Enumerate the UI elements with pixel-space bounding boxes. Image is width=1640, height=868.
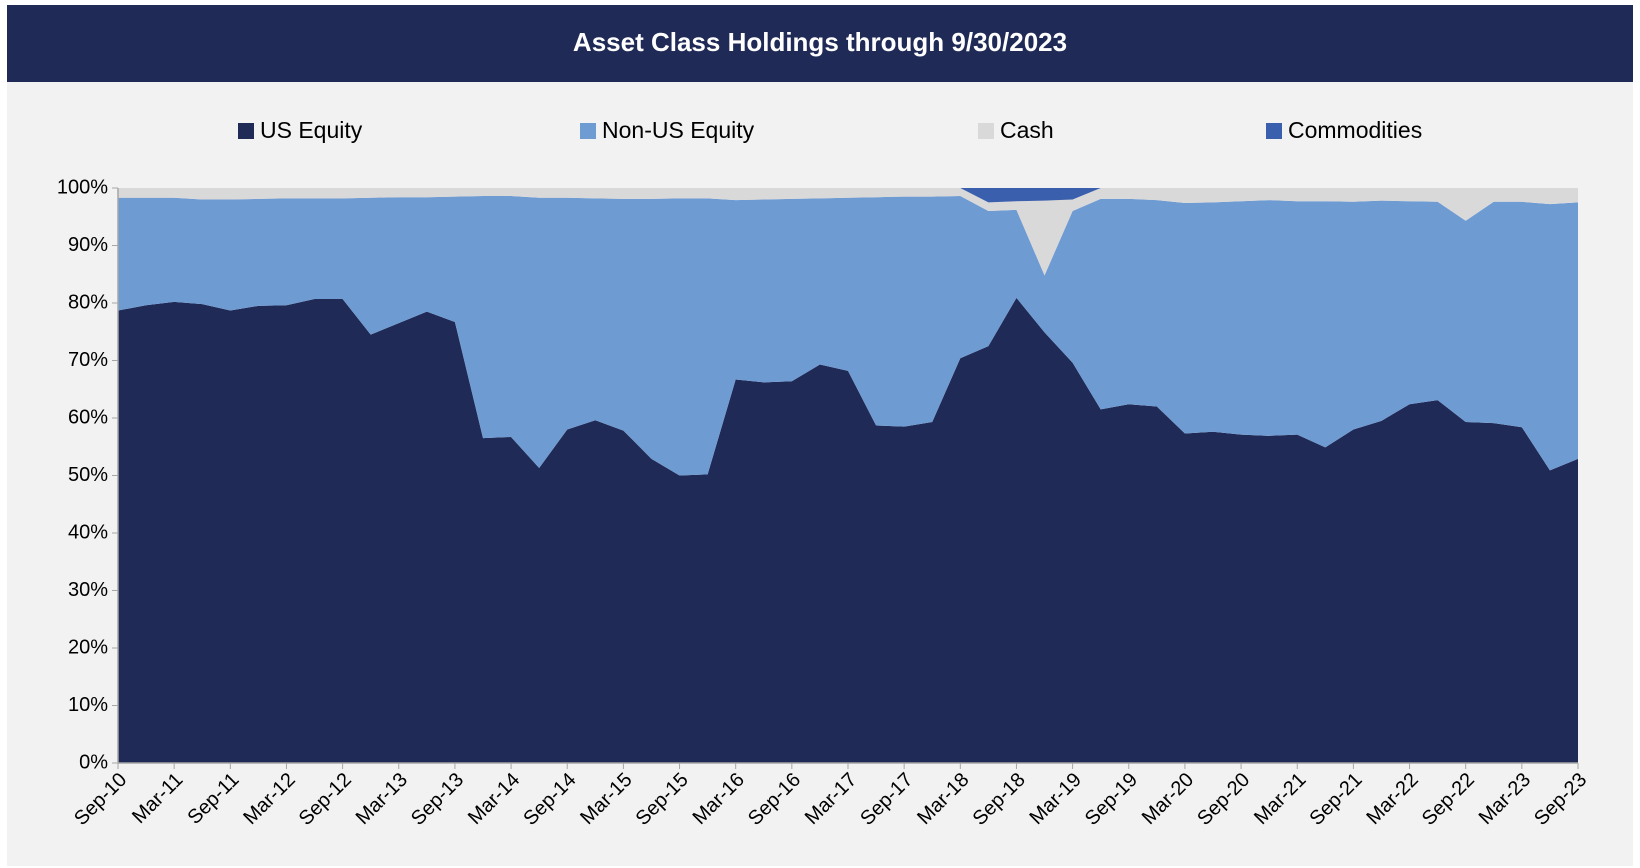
title-bar [7,5,1633,82]
y-tick-label: 10% [68,694,108,716]
y-tick-label: 20% [68,636,108,658]
legend-label: Non-US Equity [602,117,755,143]
y-tick-label: 100% [57,176,108,198]
y-tick-label: 30% [68,579,108,601]
legend-swatch [580,123,596,139]
area [118,196,1578,476]
y-tick-label: 80% [68,291,108,313]
y-tick-label: 60% [68,406,108,428]
y-tick-label: 50% [68,464,108,486]
legend-label: US Equity [260,117,363,143]
y-tick-label: 90% [68,234,108,256]
legend-swatch [978,123,994,139]
legend-swatch [238,123,254,139]
legend-swatch [1266,123,1282,139]
y-tick-label: 0% [79,751,108,773]
area [118,188,1578,276]
area [118,297,1578,763]
legend-label: Cash [1000,117,1054,143]
legend-label: Commodities [1288,117,1422,143]
chart-title: Asset Class Holdings through 9/30/2023 [573,27,1067,57]
y-tick-label: 40% [68,521,108,543]
y-tick-label: 70% [68,349,108,371]
